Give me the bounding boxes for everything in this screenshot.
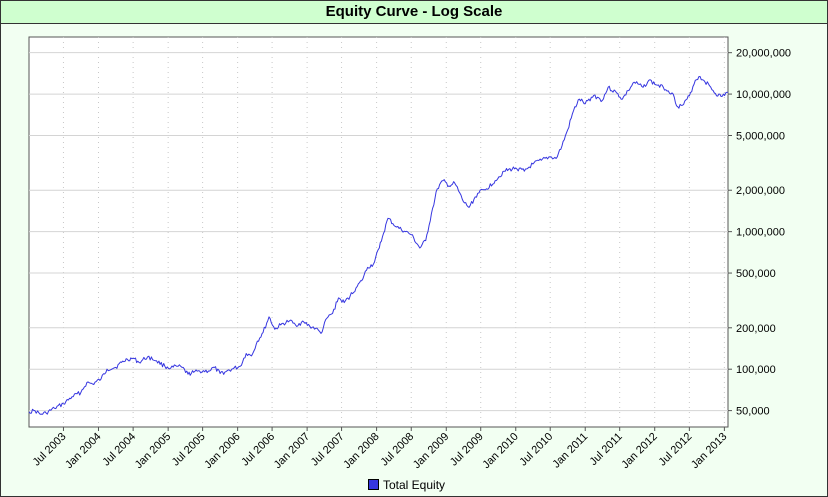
y-tick-label: 100,000 <box>736 364 776 376</box>
y-tick-label: 500,000 <box>736 268 776 280</box>
x-tick-label: Jan 2009 <box>411 431 451 471</box>
x-tick-label: Jan 2004 <box>63 431 103 471</box>
y-tick-label: 5,000,000 <box>736 130 785 142</box>
x-tick-label: Jan 2005 <box>133 431 173 471</box>
y-tick-label: 200,000 <box>736 323 776 335</box>
x-tick-label: Jan 2012 <box>619 431 659 471</box>
x-tick-label: Jan 2010 <box>480 431 520 471</box>
y-tick-label: 2,000,000 <box>736 185 785 197</box>
y-tick-label: 1,000,000 <box>736 227 785 239</box>
y-tick-label: 50,000 <box>736 406 770 418</box>
x-tick-label: Jan 2008 <box>341 431 381 471</box>
x-tick-label: Jan 2013 <box>689 431 729 471</box>
x-tick-label: Jul 2010 <box>517 431 555 469</box>
x-tick-label: Jan 2006 <box>202 431 242 471</box>
y-tick-label: 10,000,000 <box>736 89 791 101</box>
chart-legend: Total Equity <box>368 478 445 492</box>
x-tick-label: Jan 2007 <box>272 431 312 471</box>
series-layer <box>28 76 728 415</box>
y-grid <box>29 52 728 412</box>
chart-title: Equity Curve - Log Scale <box>1 1 827 24</box>
y-axis: 50,000 100,000 200,000 500,000 1,000,000 2,00… <box>728 48 791 418</box>
series-line-total-equity <box>28 76 728 415</box>
legend-swatch <box>368 479 379 490</box>
x-tick-label: Jan 2011 <box>550 431 590 471</box>
y-tick-label: 20,000,000 <box>736 48 791 60</box>
legend-label: Total Equity <box>383 478 446 492</box>
